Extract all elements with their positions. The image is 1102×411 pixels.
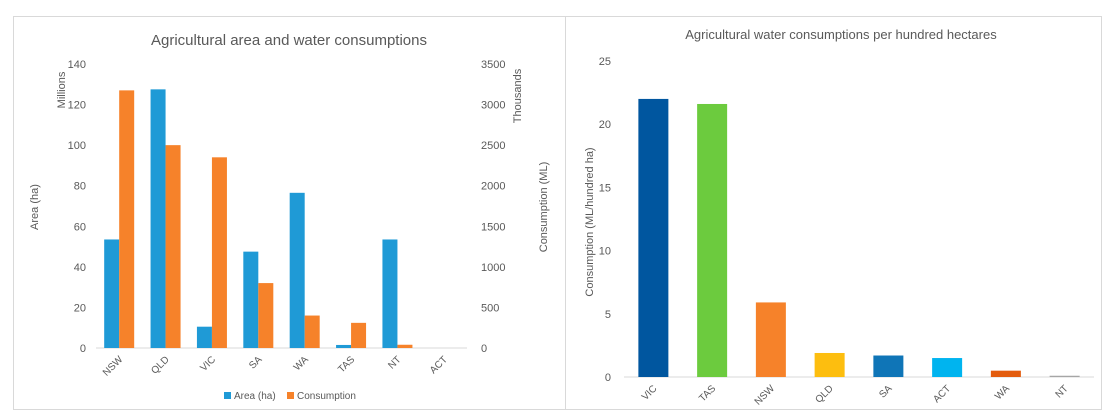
left-chart-panel: Agricultural area and water consumptions… (13, 16, 566, 410)
x-tick-label: VIC (640, 383, 660, 403)
consumption-bar (932, 358, 962, 377)
x-tick-label: VIC (198, 354, 218, 374)
consumption-bar (697, 104, 727, 377)
area-bar (336, 345, 351, 348)
consumption-bar (397, 345, 412, 348)
x-tick-label: WA (292, 354, 311, 373)
area-consumption-chart: Agricultural area and water consumptions… (14, 17, 567, 411)
left-y-tick-label: 100 (68, 140, 86, 152)
right-y-tick-label: 1000 (481, 262, 505, 274)
consumption-bar (166, 145, 181, 348)
left-y-tick-label: 20 (74, 302, 86, 314)
left-y-tick-label: 80 (74, 181, 86, 193)
left-y-tick-label: 140 (68, 59, 86, 71)
right-axis-display-unit: Thousands (512, 68, 524, 123)
left-y-tick-label: 120 (68, 100, 86, 112)
y-tick-label: 10 (599, 246, 611, 258)
consumption-bar (258, 283, 273, 348)
x-tick-label: TAS (336, 354, 357, 375)
y-tick-label: 15 (599, 182, 611, 194)
y-axis-label: Consumption (ML/hundred ha) (584, 147, 596, 296)
consumption-bar (638, 99, 668, 377)
legend-swatch-consumption (287, 392, 294, 399)
right-chart-panel: Agricultural water consumptions per hund… (565, 16, 1102, 410)
consumption-bar (119, 90, 134, 348)
right-y-tick-label: 0 (481, 343, 487, 355)
consumption-bar (991, 371, 1021, 377)
consumption-bar (815, 353, 845, 377)
consumption-bar (756, 302, 786, 377)
x-tick-label: ACT (931, 383, 953, 405)
right-y-tick-label: 2000 (481, 181, 505, 193)
x-tick-label: SA (877, 383, 894, 400)
x-tick-label: NT (1054, 383, 1071, 400)
left-y-tick-label: 60 (74, 221, 86, 233)
left-axis-display-unit: Millions (56, 71, 68, 108)
consumption-bar (212, 157, 227, 348)
consumption-bar (1050, 376, 1080, 377)
right-axis-label: Consumption (ML) (538, 162, 550, 252)
area-bar (151, 89, 166, 348)
legend-label-consumption: Consumption (297, 391, 356, 402)
chart-title: Agricultural water consumptions per hund… (685, 27, 997, 42)
area-bar (104, 239, 119, 348)
area-bar (243, 252, 258, 348)
left-y-tick-label: 40 (74, 262, 86, 274)
chart-title: Agricultural area and water consumptions (151, 32, 427, 49)
x-tick-label: QLD (813, 383, 835, 405)
left-axis-label: Area (ha) (29, 184, 41, 230)
x-tick-label: ACT (428, 354, 450, 376)
consumption-per-hectare-chart: Agricultural water consumptions per hund… (566, 17, 1102, 411)
area-bar (290, 193, 305, 348)
legend-swatch-area (224, 392, 231, 399)
area-bar (382, 239, 397, 348)
x-tick-label: WA (993, 383, 1012, 402)
right-y-tick-label: 3500 (481, 59, 505, 71)
right-y-tick-label: 1500 (481, 221, 505, 233)
legend-label-area: Area (ha) (234, 391, 276, 402)
consumption-bar (351, 323, 366, 348)
x-tick-label: NSW (101, 354, 126, 379)
area-bar (197, 327, 212, 348)
left-y-tick-label: 0 (80, 343, 86, 355)
x-tick-label: TAS (697, 383, 718, 404)
right-y-tick-label: 3000 (481, 100, 505, 112)
consumption-bar (305, 316, 320, 348)
x-tick-label: NSW (753, 383, 778, 408)
y-tick-label: 5 (605, 309, 611, 321)
x-tick-label: SA (247, 354, 264, 371)
y-tick-label: 20 (599, 119, 611, 131)
y-tick-label: 25 (599, 56, 611, 68)
right-y-tick-label: 500 (481, 302, 499, 314)
x-tick-label: NT (386, 354, 403, 371)
consumption-bar (873, 356, 903, 377)
right-y-tick-label: 2500 (481, 140, 505, 152)
y-tick-label: 0 (605, 372, 611, 384)
x-tick-label: QLD (149, 354, 171, 376)
